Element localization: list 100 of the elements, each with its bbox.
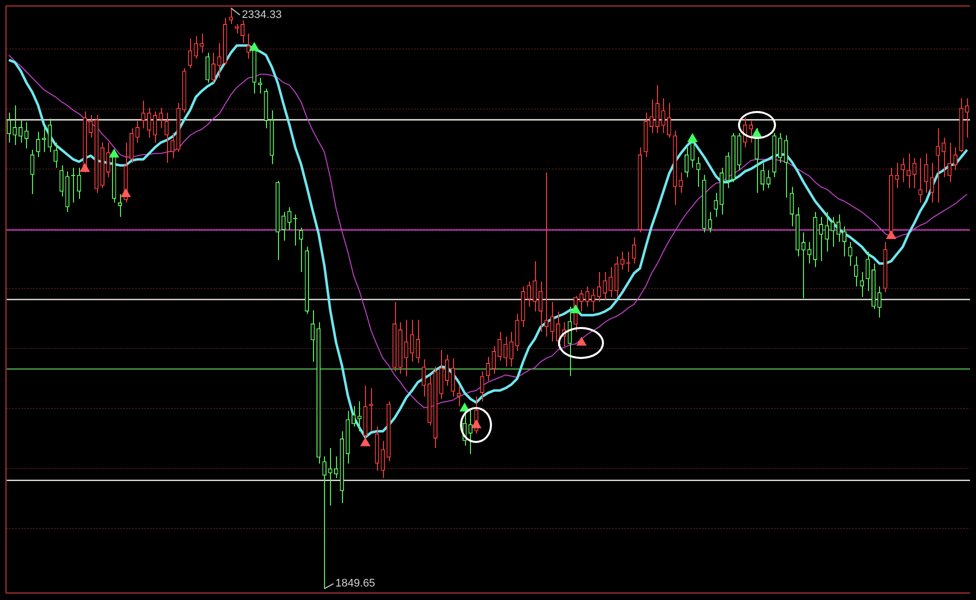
point: [249, 42, 260, 51]
candlestick: [848, 242, 852, 266]
candlestick: [661, 98, 666, 134]
candlestick: [760, 162, 765, 191]
candlestick: [953, 146, 958, 171]
candlestick: [240, 20, 245, 44]
candlestick: [357, 400, 362, 432]
point: [360, 438, 370, 446]
candlestick: [322, 456, 327, 590]
candlestick: [824, 212, 829, 252]
candlestick: [912, 158, 917, 189]
candlestick: [696, 156, 700, 188]
candlestick: [18, 119, 23, 144]
candlestick: [334, 456, 338, 478]
annotation: 1849.65: [335, 578, 376, 590]
candlestick: [860, 271, 864, 298]
candlestick: [106, 142, 110, 178]
candlestick: [748, 120, 754, 144]
candlestick: [708, 212, 712, 233]
candlestick: [538, 281, 543, 332]
candlestick: [930, 162, 934, 203]
candlestick: [164, 112, 169, 164]
candlestick: [310, 310, 315, 362]
candlestick: [877, 286, 882, 318]
candlestick: [445, 354, 450, 386]
candlestick: [135, 120, 140, 144]
candlestick: [568, 306, 572, 377]
candlestick: [298, 227, 304, 272]
candlestick: [714, 192, 718, 218]
candlestick: [194, 35, 198, 60]
candlestick: [205, 52, 210, 84]
point: [570, 304, 580, 314]
candlestick: [48, 118, 52, 153]
candlestick: [328, 448, 332, 506]
candlestick: [24, 122, 29, 150]
candlestick: [158, 107, 163, 129]
candlestick: [234, 23, 239, 34]
candlestick: [492, 346, 496, 374]
candlestick: [836, 214, 841, 242]
candlestick: [456, 385, 461, 407]
candlestick: [509, 331, 514, 368]
annotation: 2334.33: [242, 9, 282, 22]
candlestick: [591, 288, 596, 312]
point: [109, 149, 119, 158]
candlestick: [550, 301, 554, 342]
candlestick: [608, 266, 613, 298]
candlestick: [258, 77, 262, 94]
candlestick: [352, 406, 356, 427]
candlestick: [30, 149, 34, 195]
candlestick: [410, 319, 414, 362]
candlestick: [936, 128, 940, 203]
candlestick: [59, 164, 64, 197]
candlestick: [532, 260, 537, 312]
candlestick: [147, 107, 152, 138]
candlestick: [170, 132, 175, 159]
candlestick: [480, 370, 484, 402]
candlestick: [281, 212, 286, 242]
candlestick: [684, 146, 689, 178]
candlestick: [790, 186, 794, 227]
point: [688, 133, 698, 142]
candlestick: [579, 289, 584, 312]
candlestick: [200, 33, 204, 54]
candlestick: [380, 440, 385, 478]
candlestick: [866, 251, 870, 292]
point: [120, 188, 131, 198]
candlestick: [830, 216, 835, 248]
candlestick: [620, 251, 624, 270]
candlestick: [678, 172, 683, 194]
candlestick: [842, 226, 846, 257]
candlestick: [12, 104, 17, 146]
candlestick: [188, 38, 192, 69]
point: [576, 337, 586, 346]
candlestick: [667, 102, 672, 138]
candlestick: [807, 242, 812, 264]
candlestick: [655, 84, 660, 134]
candlestick: [498, 331, 502, 362]
candlestick: [900, 158, 905, 183]
candlestick: [918, 158, 922, 203]
candlestick: [784, 134, 788, 198]
candlestick: [526, 281, 531, 308]
candlestick: [369, 388, 374, 432]
candlestick: [422, 358, 426, 398]
candlestick: [818, 216, 824, 262]
candlestick: [801, 232, 806, 299]
candlestick: [217, 42, 222, 78]
candlestick: [906, 152, 911, 189]
point: [80, 163, 90, 172]
candlestick: [924, 152, 928, 194]
candlestick: [287, 206, 292, 231]
candlestick: [141, 100, 146, 129]
candlestick: [585, 286, 590, 308]
candlestick: [602, 271, 607, 300]
point: [886, 230, 896, 240]
candlestick: [54, 142, 58, 168]
candlestick: [632, 236, 636, 264]
candlestick: [211, 52, 216, 84]
candlestick: [649, 98, 654, 134]
candlestick: [404, 319, 408, 377]
candlestick: [942, 137, 946, 178]
candlestick: [152, 110, 158, 144]
